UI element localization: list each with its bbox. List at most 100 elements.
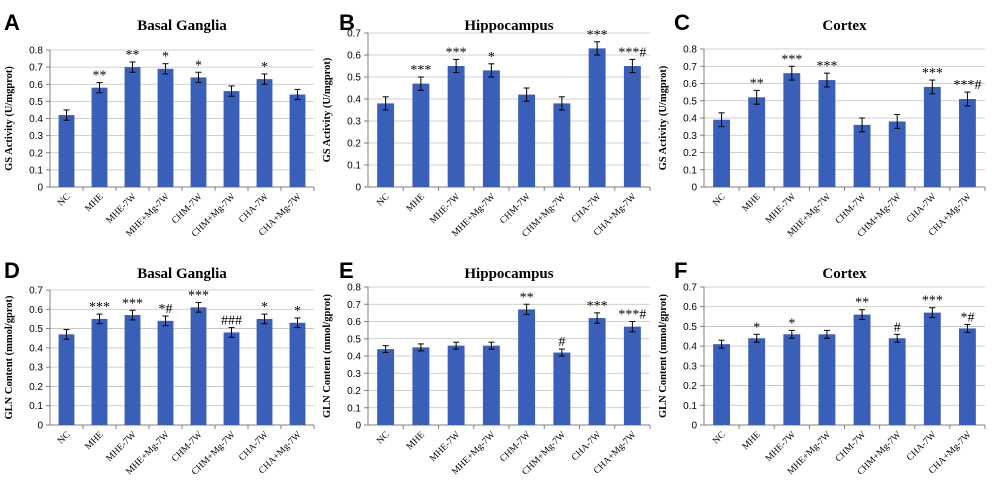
x-tick-label: CHM-7W — [170, 430, 204, 464]
x-tick-label: MHE — [405, 430, 427, 452]
y-tick-label: 0.6 — [347, 51, 361, 62]
y-tick-label: 0.6 — [29, 305, 43, 316]
bar — [377, 103, 395, 187]
bar — [959, 328, 976, 425]
bar — [588, 48, 606, 188]
significance-label: ** — [93, 69, 107, 84]
significance-label: * — [488, 50, 495, 65]
y-tick-label: 0.5 — [29, 324, 43, 335]
x-tick-label: CHA-7W — [905, 430, 938, 463]
panel-letter: D — [4, 258, 20, 283]
y-tick-label: 0.5 — [347, 334, 361, 345]
y-tick-label: 0.1 — [29, 165, 43, 176]
significance-label: ***# — [618, 308, 646, 323]
y-tick-label: 0.8 — [683, 45, 697, 56]
significance-label: ** — [750, 76, 764, 91]
x-tick-label: MHE — [84, 192, 106, 214]
y-tick-label: 0.8 — [29, 46, 43, 57]
panel-C: C Cortex 0 0.1 0.2 0.3 0.4 0.5 0.6 0.7 0.8 GS Activ… — [658, 10, 986, 239]
bar — [853, 124, 871, 187]
x-tick-label: CHM-7W — [834, 192, 868, 226]
bar — [190, 77, 207, 187]
y-tick-label: 0.7 — [683, 62, 697, 73]
x-tick-label: CHM-7W — [170, 192, 204, 226]
panel-E: E Hippocampus 0 0.1 0.2 0.3 0.4 0.5 0.6 0.7 0.8 GLN… — [322, 258, 651, 477]
chart-title: Basal Ganglia — [137, 18, 227, 34]
bar — [783, 73, 801, 187]
x-tick-label: MHE-7W — [428, 430, 462, 464]
bar — [713, 344, 730, 425]
bar — [553, 103, 571, 187]
y-tick-label: 0.4 — [29, 114, 43, 125]
significance-label: *** — [89, 300, 110, 315]
x-tick-label: MHE-7W — [428, 192, 462, 226]
significance-label: *** — [122, 296, 143, 311]
y-axis-label: GLN Content (mmol/gprot) — [4, 295, 15, 420]
x-tick-label: MHE-7W — [764, 430, 798, 464]
y-tick-label: 0.1 — [683, 401, 697, 412]
y-tick-label: 0.3 — [683, 361, 697, 372]
bar — [289, 94, 306, 187]
bar — [888, 338, 906, 425]
bar — [91, 318, 108, 425]
bar — [157, 320, 174, 425]
bar — [124, 67, 141, 187]
y-tick-label: 0 — [37, 183, 43, 194]
y-tick-label: 0.4 — [683, 114, 697, 125]
y-tick-label: 0.3 — [29, 363, 43, 374]
bar — [748, 338, 766, 425]
panel-letter: F — [674, 258, 687, 283]
bar — [623, 66, 641, 187]
y-tick-label: 0.2 — [347, 139, 361, 150]
bar — [588, 318, 606, 425]
bar — [447, 66, 465, 187]
y-tick-label: 0.5 — [683, 322, 697, 333]
bar — [748, 97, 766, 187]
x-tick-label: CHA-7W — [570, 192, 603, 225]
bar — [124, 315, 141, 425]
bar — [223, 332, 240, 425]
y-tick-label: 0.3 — [347, 117, 361, 128]
y-tick-label: 0.5 — [29, 97, 43, 108]
y-tick-label: 0.2 — [29, 382, 43, 393]
significance-label: *** — [922, 294, 943, 309]
x-tick-label: NC — [56, 192, 72, 208]
panel-A: A Basal Ganglia 0 0.1 0.2 0.3 0.4 0.5 0.6 0.7 0.8 G… — [4, 10, 315, 239]
significance-label: ***# — [953, 78, 981, 93]
y-axis-label: GS Activity (U/mgprot) — [658, 65, 669, 170]
chart-title: Hippocampus — [464, 266, 553, 282]
significance-label: ** — [520, 290, 534, 305]
x-tick-label: MHE — [84, 430, 106, 452]
y-tick-label: 0.3 — [29, 131, 43, 142]
x-tick-label: CHM-7W — [498, 192, 532, 226]
x-tick-label: NC — [375, 192, 391, 208]
significance-label: * — [261, 60, 268, 75]
y-tick-label: 0.7 — [29, 286, 43, 297]
significance-label: # — [894, 320, 901, 335]
bar — [853, 314, 871, 425]
y-tick-label: 0.5 — [347, 73, 361, 84]
y-tick-label: 0.7 — [683, 283, 697, 294]
significance-label: *** — [781, 52, 802, 67]
panel-D: D Basal Ganglia 0 0.1 0.2 0.3 0.4 0.5 0.6 0.7 GLN … — [4, 258, 315, 477]
significance-label: # — [558, 335, 565, 350]
bar — [482, 70, 500, 187]
y-tick-label: 0 — [37, 421, 43, 432]
y-tick-label: 0.1 — [347, 403, 361, 414]
y-tick-label: 0.1 — [683, 165, 697, 176]
x-tick-label: MHE-7W — [105, 192, 139, 226]
y-tick-label: 0.3 — [683, 131, 697, 142]
chart-title: Cortex — [822, 18, 867, 34]
bar — [190, 307, 207, 425]
y-tick-label: 0.2 — [347, 386, 361, 397]
x-tick-label: CHA-7W — [237, 192, 270, 225]
significance-label: * — [788, 316, 795, 331]
y-tick-label: 0.7 — [29, 63, 43, 74]
bar — [58, 334, 75, 425]
chart-title: Cortex — [822, 266, 867, 282]
y-tick-label: 0.2 — [683, 381, 697, 392]
y-tick-label: 0.6 — [29, 80, 43, 91]
x-tick-label: NC — [375, 430, 391, 446]
x-tick-label: NC — [56, 430, 72, 446]
significance-label: *** — [188, 289, 209, 304]
